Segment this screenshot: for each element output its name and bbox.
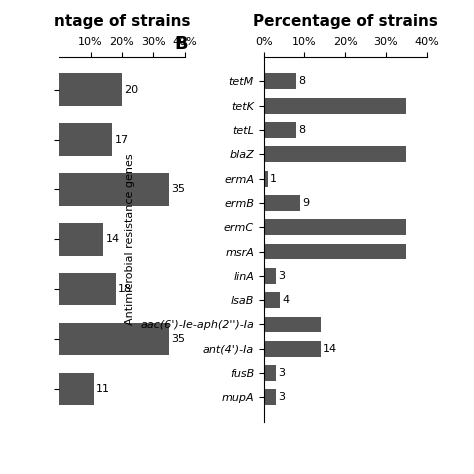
Text: 17: 17 (115, 135, 129, 145)
Bar (59, 123, 112, 156)
Bar (59, 273, 116, 305)
Text: 35: 35 (172, 184, 185, 194)
Bar (264, 268, 276, 284)
Text: 8: 8 (298, 76, 305, 86)
Bar (264, 341, 321, 356)
Text: 3: 3 (278, 271, 285, 281)
Bar (264, 292, 280, 308)
Text: 14: 14 (106, 234, 120, 245)
Bar (264, 219, 406, 235)
Bar (59, 323, 169, 356)
Text: 4: 4 (282, 295, 289, 305)
Bar (264, 195, 301, 211)
Bar (264, 317, 321, 332)
Text: 18: 18 (118, 284, 132, 294)
Bar (264, 146, 406, 162)
Text: 3: 3 (278, 368, 285, 378)
Title: ntage of strains: ntage of strains (54, 14, 190, 29)
Bar (59, 373, 94, 405)
Y-axis label: Antimicrobial resistance genes: Antimicrobial resistance genes (125, 154, 135, 325)
Title: Percentage of strains: Percentage of strains (253, 14, 438, 29)
Text: 11: 11 (96, 384, 110, 394)
Bar (59, 73, 122, 106)
Bar (264, 73, 296, 89)
Text: 20: 20 (124, 85, 138, 95)
Text: 8: 8 (298, 125, 305, 135)
Bar (59, 173, 169, 206)
Text: 9: 9 (302, 198, 310, 208)
Text: B: B (174, 35, 188, 53)
Text: 1: 1 (270, 173, 277, 183)
Bar (264, 171, 268, 186)
Bar (264, 365, 276, 381)
Text: 3: 3 (278, 392, 285, 402)
Bar (264, 390, 276, 405)
Text: 35: 35 (172, 334, 185, 344)
Bar (264, 98, 406, 114)
Bar (264, 122, 296, 138)
Bar (59, 223, 103, 255)
Text: 14: 14 (323, 344, 337, 354)
Bar (264, 244, 406, 259)
